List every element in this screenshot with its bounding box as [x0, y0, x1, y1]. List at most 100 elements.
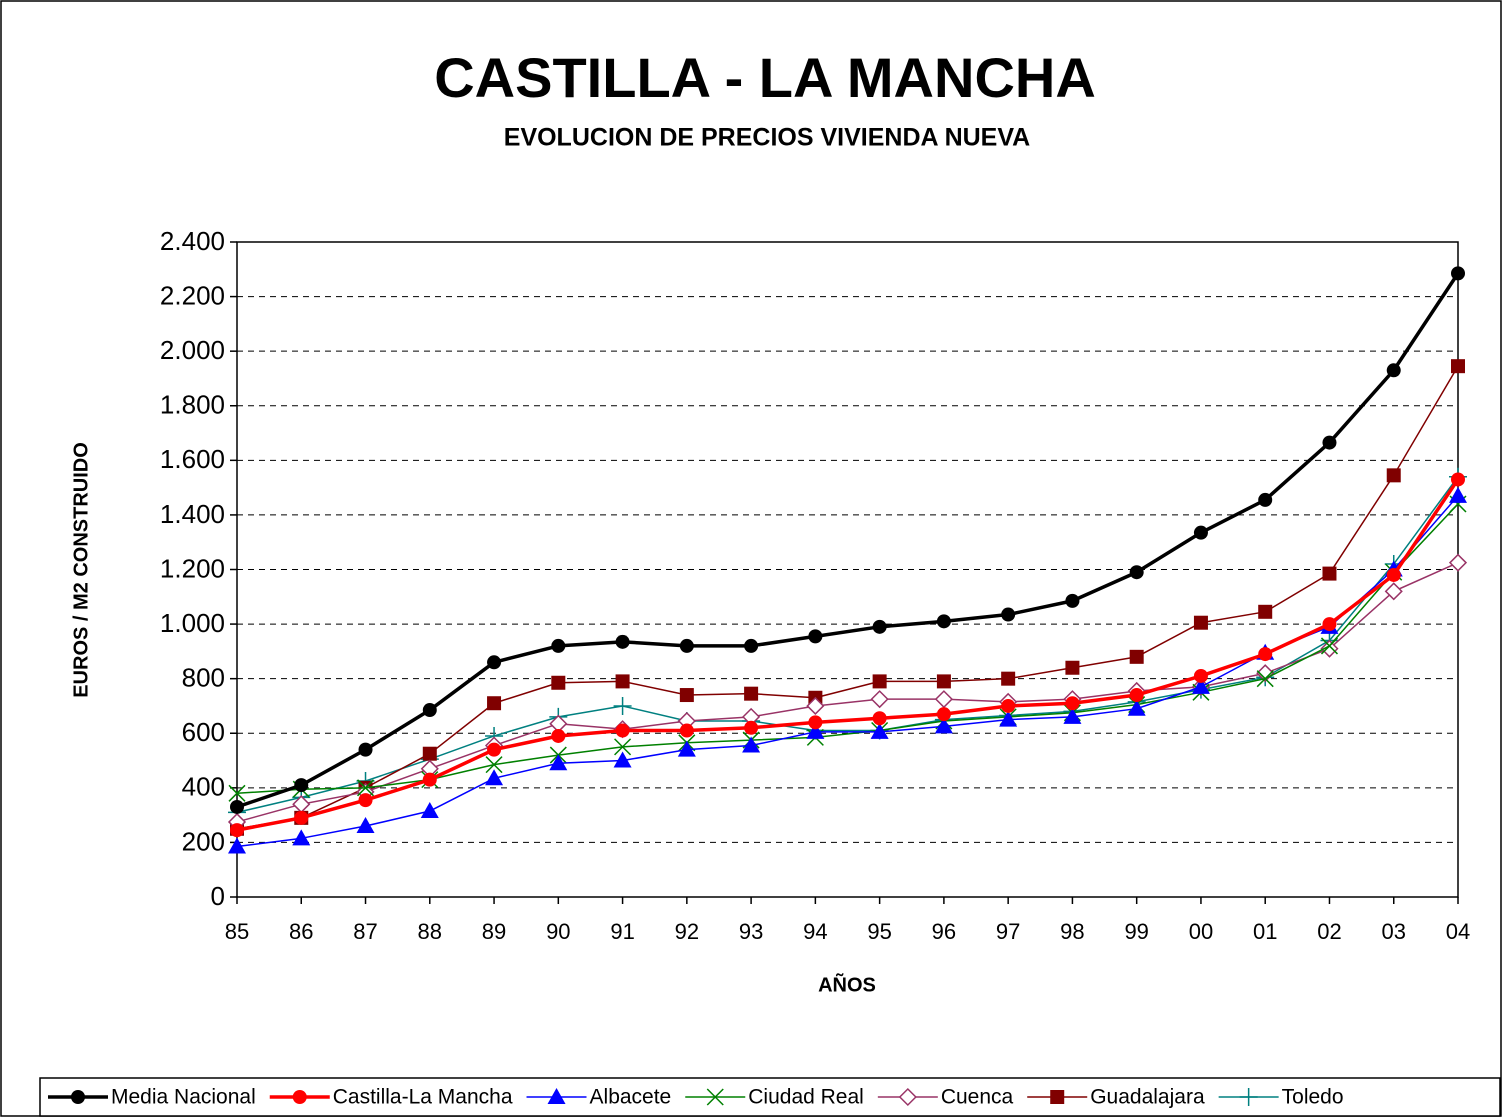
marker [679, 638, 694, 653]
y-tick-label: 1.400 [160, 499, 225, 529]
marker [1065, 660, 1080, 675]
marker [358, 793, 373, 808]
x-tick-label: 92 [675, 919, 699, 944]
series-line [236, 365, 1459, 830]
marker [615, 674, 630, 689]
y-tick-label: 1.200 [160, 553, 225, 583]
marker [1001, 607, 1016, 622]
marker [1193, 615, 1208, 630]
marker [356, 817, 375, 834]
x-tick-label: 04 [1446, 919, 1470, 944]
legend-label: Guadalajara [1090, 1086, 1205, 1109]
marker [1449, 486, 1467, 503]
marker [1322, 617, 1337, 632]
y-tick-label: 400 [182, 772, 225, 802]
marker [358, 742, 373, 757]
marker [898, 1087, 917, 1107]
marker [934, 690, 953, 709]
x-tick-label: 88 [418, 919, 442, 944]
marker [872, 619, 887, 634]
y-tick-label: 0 [211, 881, 225, 911]
marker [679, 688, 694, 703]
marker [487, 696, 502, 711]
y-tick-label: 200 [182, 826, 225, 856]
marker [806, 696, 825, 716]
marker [292, 829, 311, 846]
marker [71, 1090, 85, 1104]
series-line [236, 272, 1460, 809]
marker [1451, 472, 1465, 487]
marker [1129, 565, 1144, 580]
marker [1322, 566, 1337, 581]
x-tick-label: 85 [225, 919, 249, 944]
marker [547, 1088, 566, 1104]
x-tick-label: 94 [803, 919, 827, 944]
marker [1386, 468, 1401, 483]
chart-subtitle: EVOLUCION DE PRECIOS VIVIENDA NUEVA [504, 124, 1030, 152]
marker [934, 717, 953, 734]
x-tick-label: 95 [867, 919, 891, 944]
y-tick-label: 1.600 [160, 444, 225, 474]
x-tick-label: 01 [1253, 919, 1277, 944]
marker [485, 756, 503, 774]
marker [1386, 567, 1401, 582]
marker [742, 736, 761, 753]
legend-label: Castilla-La Mancha [333, 1086, 513, 1109]
marker [872, 674, 887, 689]
marker [613, 696, 632, 715]
y-axis-label: EUROS / M2 CONSTRUIDO [70, 442, 92, 698]
marker [1448, 553, 1468, 572]
marker [1001, 671, 1016, 686]
marker [1386, 363, 1401, 378]
marker [744, 720, 759, 735]
marker [294, 810, 309, 825]
x-tick-label: 89 [482, 919, 506, 944]
marker [228, 784, 246, 802]
marker [1127, 699, 1146, 716]
marker [1258, 604, 1273, 619]
series-line [236, 503, 1459, 795]
legend-label: Albacete [590, 1086, 672, 1109]
chart-title: CASTILLA - LA MANCHA [434, 46, 1096, 109]
x-tick-label: 93 [739, 919, 763, 944]
marker [1129, 649, 1144, 664]
legend-label: Cuenca [941, 1086, 1014, 1109]
marker [1063, 707, 1082, 724]
marker [230, 823, 244, 838]
marker [1129, 688, 1144, 703]
marker [1320, 637, 1339, 655]
series-line [236, 478, 1460, 832]
marker [551, 675, 566, 690]
x-axis-label: AÑOS [818, 973, 876, 996]
marker [1050, 1090, 1065, 1104]
marker [551, 728, 566, 743]
marker [1065, 593, 1080, 608]
marker [1258, 492, 1273, 507]
marker [679, 723, 694, 738]
marker [1258, 647, 1273, 662]
marker [1065, 696, 1080, 711]
x-tick-label: 99 [1124, 919, 1148, 944]
y-tick-label: 1.800 [160, 390, 225, 420]
marker [615, 723, 630, 738]
marker [551, 638, 566, 653]
marker [677, 740, 696, 757]
marker [1239, 1088, 1258, 1106]
marker [294, 778, 309, 793]
y-tick-label: 2.200 [160, 280, 225, 310]
x-tick-label: 03 [1381, 919, 1405, 944]
marker [228, 837, 246, 854]
marker [292, 1090, 307, 1104]
marker [422, 703, 437, 718]
marker [422, 772, 437, 787]
marker [549, 754, 568, 771]
marker [744, 686, 759, 701]
x-tick-label: 98 [1060, 919, 1084, 944]
y-tick-label: 600 [182, 717, 225, 747]
marker [808, 715, 823, 730]
x-tick-label: 00 [1189, 919, 1213, 944]
x-tick-label: 91 [610, 919, 634, 944]
series-line [236, 561, 1459, 823]
